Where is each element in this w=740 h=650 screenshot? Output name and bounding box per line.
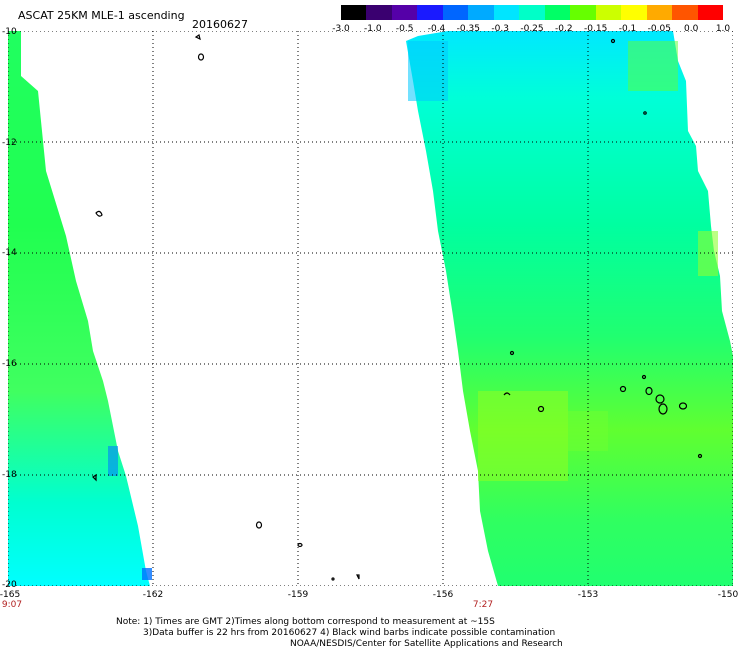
lon-label: -162 [142,590,164,600]
lat-label: -12 [2,138,17,148]
colorbar-segment [697,5,724,20]
lon-label: -165 [0,590,21,600]
map-svg [8,31,733,586]
lon-label: -150 [717,590,739,600]
colorbar-tick-label: -0.5 [395,24,414,34]
colorbar-segment [341,5,367,20]
swath-patch [628,41,678,91]
swath-patch [478,391,568,481]
colorbar-tick-label: 1.0 [715,24,731,34]
gridlines [8,31,733,586]
colorbar-segment [519,5,545,20]
colorbar-segment [442,5,469,20]
lat-label: -16 [2,359,17,369]
colorbar-segment [595,5,622,20]
colorbar-tick-label: -0.15 [584,24,608,34]
lon-label: -159 [287,590,309,600]
swath-patch [142,568,152,580]
colorbar-tick-label: -0.2 [555,24,573,34]
left-swath [8,31,150,586]
note-line-3: NOAA/NESDIS/Center for Satellite Applica… [290,639,563,649]
colorbar-tick-label: -0.4 [427,24,446,34]
colorbar-segment [391,5,418,20]
lat-label: -10 [2,27,17,37]
colorbar-tick-label: -0.05 [647,24,671,34]
time-label-mid: 7:27 [472,600,494,610]
colorbar-segment [544,5,571,20]
colorbar-tick-label: -0.25 [520,24,544,34]
colorbar-tick-label: -0.1 [618,24,637,34]
island-outlines [92,34,703,581]
colorbar-segment [570,5,596,20]
colorbar [341,5,724,20]
map-date: 20160627 [192,18,248,31]
map-title: ASCAT 25KM MLE-1 ascending [18,9,185,22]
colorbar-segment [417,5,443,20]
right-swath [406,31,733,586]
swath-patch [408,41,448,101]
note-line-1: Note: 1) Times are GMT 2)Times along bot… [116,617,495,627]
lon-label: -156 [432,590,454,600]
colorbar-tick-label: 0.0 [683,24,699,34]
colorbar-tick-label: -0.35 [456,24,480,34]
colorbar-tick-label: -0.3 [491,24,509,34]
colorbar-segment [646,5,673,20]
colorbar-segment [366,5,392,20]
colorbar-segment [672,5,698,20]
colorbar-segment [621,5,647,20]
swath-patch [108,446,118,476]
time-label-left: 9:07 [1,600,23,610]
map-plot-area [8,31,733,586]
colorbar-segment [468,5,494,20]
colorbar-tick-label: -1.0 [364,24,382,34]
lat-label: -20 [2,580,17,590]
note-line-2: 3)Data buffer is 22 hrs from 20160627 4)… [143,628,556,638]
lat-label: -18 [2,470,17,480]
colorbar-tick-label: -3.0 [332,24,350,34]
lon-label: -153 [577,590,599,600]
lat-label: -14 [2,248,17,258]
colorbar-segment [493,5,520,20]
